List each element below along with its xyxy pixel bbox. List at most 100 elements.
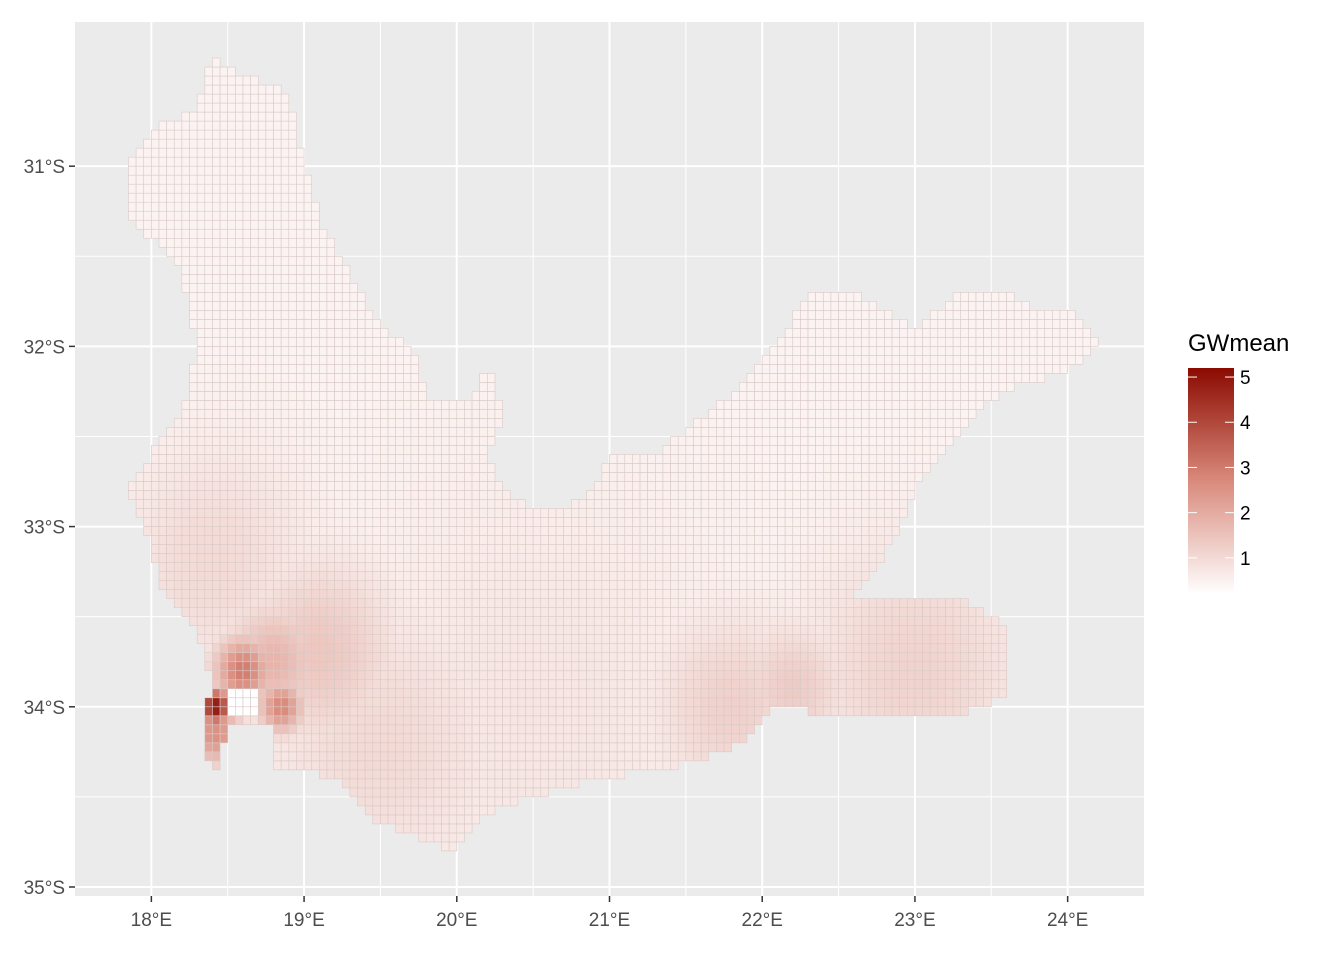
map-cell <box>250 210 259 221</box>
map-cell <box>341 670 351 681</box>
map-cell <box>448 436 458 446</box>
map-cell <box>219 111 229 122</box>
map-cell <box>677 571 687 581</box>
map-cell <box>380 661 389 672</box>
map-cell <box>685 661 694 672</box>
map-cell <box>906 481 916 491</box>
map-cell <box>326 409 335 419</box>
map-cell <box>693 688 702 699</box>
map-cell <box>731 670 740 681</box>
map-cell <box>212 445 221 455</box>
map-cell <box>189 571 198 581</box>
map-cell <box>380 382 389 392</box>
map-cell <box>288 688 297 699</box>
map-cell <box>662 580 671 590</box>
map-cell <box>494 697 503 708</box>
map-cell <box>845 463 855 473</box>
map-cell <box>662 670 671 681</box>
map-cell <box>364 733 374 744</box>
map-cell <box>288 571 297 581</box>
map-cell <box>227 436 236 446</box>
map-cell <box>464 544 473 554</box>
map-cell <box>479 724 488 735</box>
map-cell <box>769 598 778 608</box>
map-cell <box>647 607 656 617</box>
map-cell <box>624 688 633 699</box>
map-cell <box>326 706 335 717</box>
map-cell <box>204 409 213 419</box>
map-cell <box>571 616 580 626</box>
map-cell <box>861 535 870 545</box>
map-cell <box>464 751 473 762</box>
map-cell <box>372 580 381 590</box>
map-cell <box>723 499 732 509</box>
map-cell <box>586 580 595 590</box>
map-cell <box>868 517 878 527</box>
map-cell <box>311 544 320 554</box>
map-cell <box>257 264 267 275</box>
map-cell <box>296 679 305 690</box>
map-cell <box>296 319 305 329</box>
map-cell <box>212 147 221 158</box>
map-cell <box>464 553 473 563</box>
map-cell <box>204 310 213 320</box>
map-cell <box>196 228 206 239</box>
map-cell <box>632 544 641 554</box>
map-cell <box>250 661 259 672</box>
map-cell <box>357 499 366 509</box>
map-cell <box>487 517 496 527</box>
map-cell <box>532 787 542 798</box>
map-cell <box>593 571 603 581</box>
map-cell <box>571 706 580 717</box>
map-cell <box>914 337 923 347</box>
map-cell <box>532 769 542 780</box>
map-cell <box>311 679 320 690</box>
map-cell <box>456 733 465 744</box>
map-cell <box>403 436 412 446</box>
map-cell <box>319 282 328 293</box>
map-cell <box>212 634 221 645</box>
map-cell <box>410 418 419 428</box>
map-cell <box>937 634 946 645</box>
map-cell <box>693 445 702 455</box>
map-cell <box>975 634 984 645</box>
map-cell <box>227 598 236 608</box>
map-cell <box>433 760 442 771</box>
map-cell <box>296 183 305 194</box>
map-cell <box>586 751 595 762</box>
map-cell <box>945 346 954 356</box>
map-cell <box>456 643 465 654</box>
map-cell <box>555 526 564 536</box>
map-cell <box>739 526 748 536</box>
map-cell <box>616 733 626 744</box>
map-cell <box>861 661 870 672</box>
map-cell <box>471 805 480 816</box>
map-cell <box>296 571 305 581</box>
map-cell <box>326 463 335 473</box>
map-cell <box>204 328 213 338</box>
map-cell <box>555 625 564 636</box>
map-cell <box>319 292 328 302</box>
map-cell <box>196 301 206 311</box>
map-cell <box>395 418 404 428</box>
map-cell <box>685 472 694 482</box>
map-cell <box>235 688 244 699</box>
map-cell <box>296 328 305 338</box>
map-cell <box>433 463 442 473</box>
map-cell <box>586 688 595 699</box>
map-cell <box>601 625 610 636</box>
map-cell <box>387 418 396 428</box>
map-cell <box>181 535 190 545</box>
map-cell <box>349 760 358 771</box>
map-cell <box>456 697 465 708</box>
map-cell <box>471 724 480 735</box>
map-cell <box>571 697 580 708</box>
map-cell <box>693 499 702 509</box>
map-cell <box>731 634 740 645</box>
map-cell <box>273 147 282 158</box>
map-cell <box>708 580 717 590</box>
map-cell <box>143 526 152 536</box>
map-cell <box>845 445 855 455</box>
map-cell <box>800 580 809 590</box>
map-cell <box>525 778 534 789</box>
